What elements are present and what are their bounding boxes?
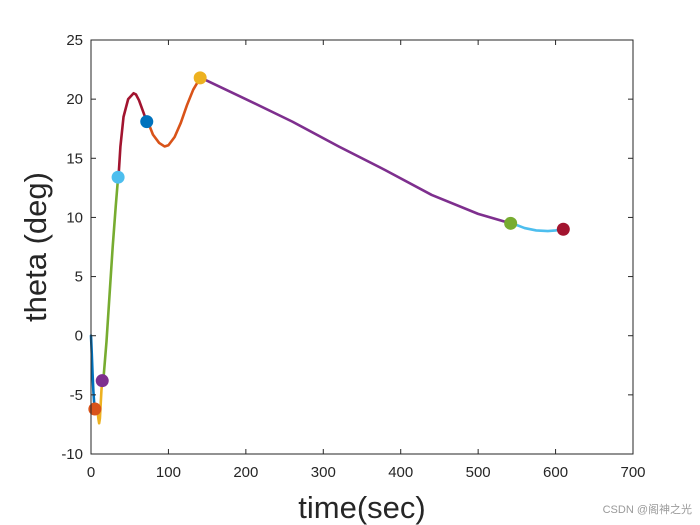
waypoint-marker-6: [504, 216, 518, 230]
y-tick-label: 0: [75, 328, 83, 345]
series-line-13: [510, 222, 565, 233]
plot-area: [91, 40, 633, 454]
y-tick-label: -10: [61, 446, 83, 463]
x-tick-label: 200: [233, 464, 258, 481]
watermark-text: CSDN @阁神之光: [602, 504, 692, 516]
axes-box: [90, 39, 634, 455]
x-tick-label: 300: [311, 464, 336, 481]
x-tick-label: 600: [543, 464, 568, 481]
waypoint-marker-7: [556, 222, 570, 236]
x-tick-label: 0: [87, 464, 95, 481]
x-tick-label: 500: [466, 464, 491, 481]
y-tick-label: 5: [75, 269, 83, 286]
x-tick-label: 400: [388, 464, 413, 481]
waypoint-marker-4: [140, 115, 154, 129]
marker-layer: [88, 71, 570, 416]
x-axis-title: time(sec): [298, 490, 425, 525]
y-tick-label: -5: [70, 387, 83, 404]
y-tick-label: 10: [66, 209, 83, 226]
y-tick-label: 20: [66, 91, 83, 108]
tick-layer: 0 100 200 300 400 500 600 700 -10 -5 0 5 10 15 20 25: [61, 32, 645, 481]
series-line-11: [199, 76, 512, 225]
x-tick-label: 700: [620, 464, 645, 481]
y-tick-label: 25: [66, 32, 83, 49]
waypoint-marker-3: [111, 170, 125, 184]
waypoint-marker-1: [88, 402, 102, 416]
series-line-3: [96, 379, 104, 425]
y-tick-label: 15: [66, 150, 83, 167]
series-line-9: [147, 76, 202, 148]
waypoint-marker-5: [193, 71, 207, 85]
x-tick-label: 100: [156, 464, 181, 481]
waypoint-marker-2: [95, 374, 109, 388]
y-axis-title: theta (deg): [18, 172, 53, 322]
series-line-7: [117, 91, 149, 179]
series-line-5: [102, 175, 120, 381]
